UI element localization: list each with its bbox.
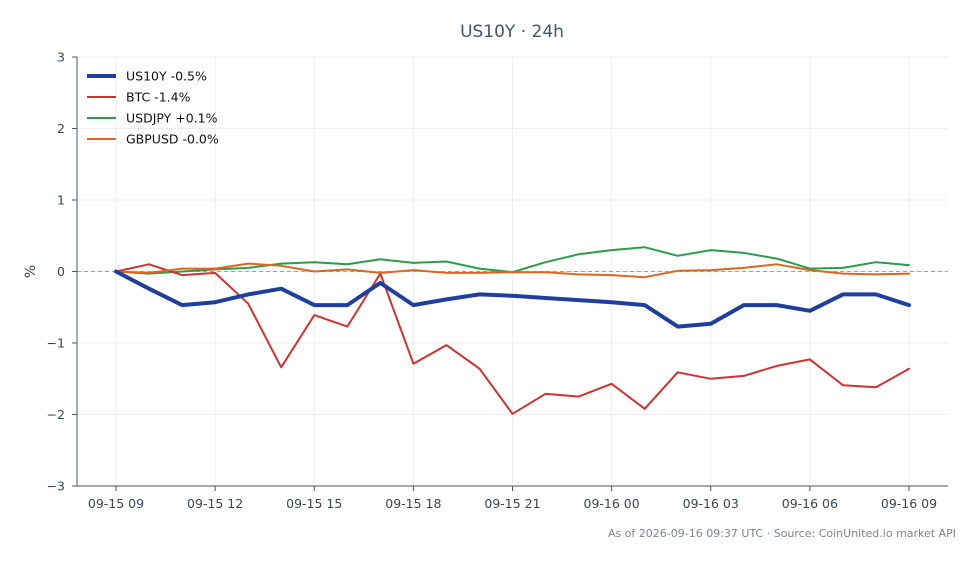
legend-entry-label: US10Y -0.5% [126,69,207,84]
y-axis-label: % [23,265,39,278]
series-line-0 [114,269,911,329]
x-tick-label: 09-15 18 [385,496,441,511]
x-tick-label: 09-16 09 [881,496,937,511]
data-source-footer: As of 2026-09-16 09:37 UTC · Source: Coi… [608,527,956,540]
x-tick-label: 09-15 21 [484,496,540,511]
y-tick-label: −1 [47,336,65,351]
legend-entry-label: USDJPY +0.1% [126,111,218,126]
x-tick-label: 09-16 06 [782,496,838,511]
y-tick-label: 0 [57,264,65,279]
x-axis-ticks: 09-15 09 09-15 12 09-15 15 09-15 18 09-15 21… [88,486,937,511]
x-tick-label: 09-16 00 [584,496,640,511]
chart-title: US10Y · 24h [460,22,564,42]
x-tick-label: 09-15 12 [187,496,243,511]
x-tick-label: 09-16 03 [683,496,739,511]
y-tick-label: 3 [57,50,65,65]
y-tick-label: 2 [57,121,65,136]
legend-entry-label: BTC -1.4% [126,90,191,105]
series-line-1 [115,263,910,415]
legend-entry-label: GBPUSD -0.0% [126,132,219,147]
x-tick-label: 09-15 09 [88,496,144,511]
y-tick-label: 1 [57,193,65,208]
y-tick-label: −2 [47,407,65,422]
series-lines [114,246,911,415]
x-tick-label: 09-15 15 [286,496,342,511]
series-line-3 [115,262,910,279]
y-tick-label: −3 [47,479,65,494]
legend: US10Y -0.5% BTC -1.4% USDJPY +0.1% GBPUSD -… [87,69,219,147]
y-axis-ticks: −3 −2 −1 0 1 2 3 [47,50,77,494]
